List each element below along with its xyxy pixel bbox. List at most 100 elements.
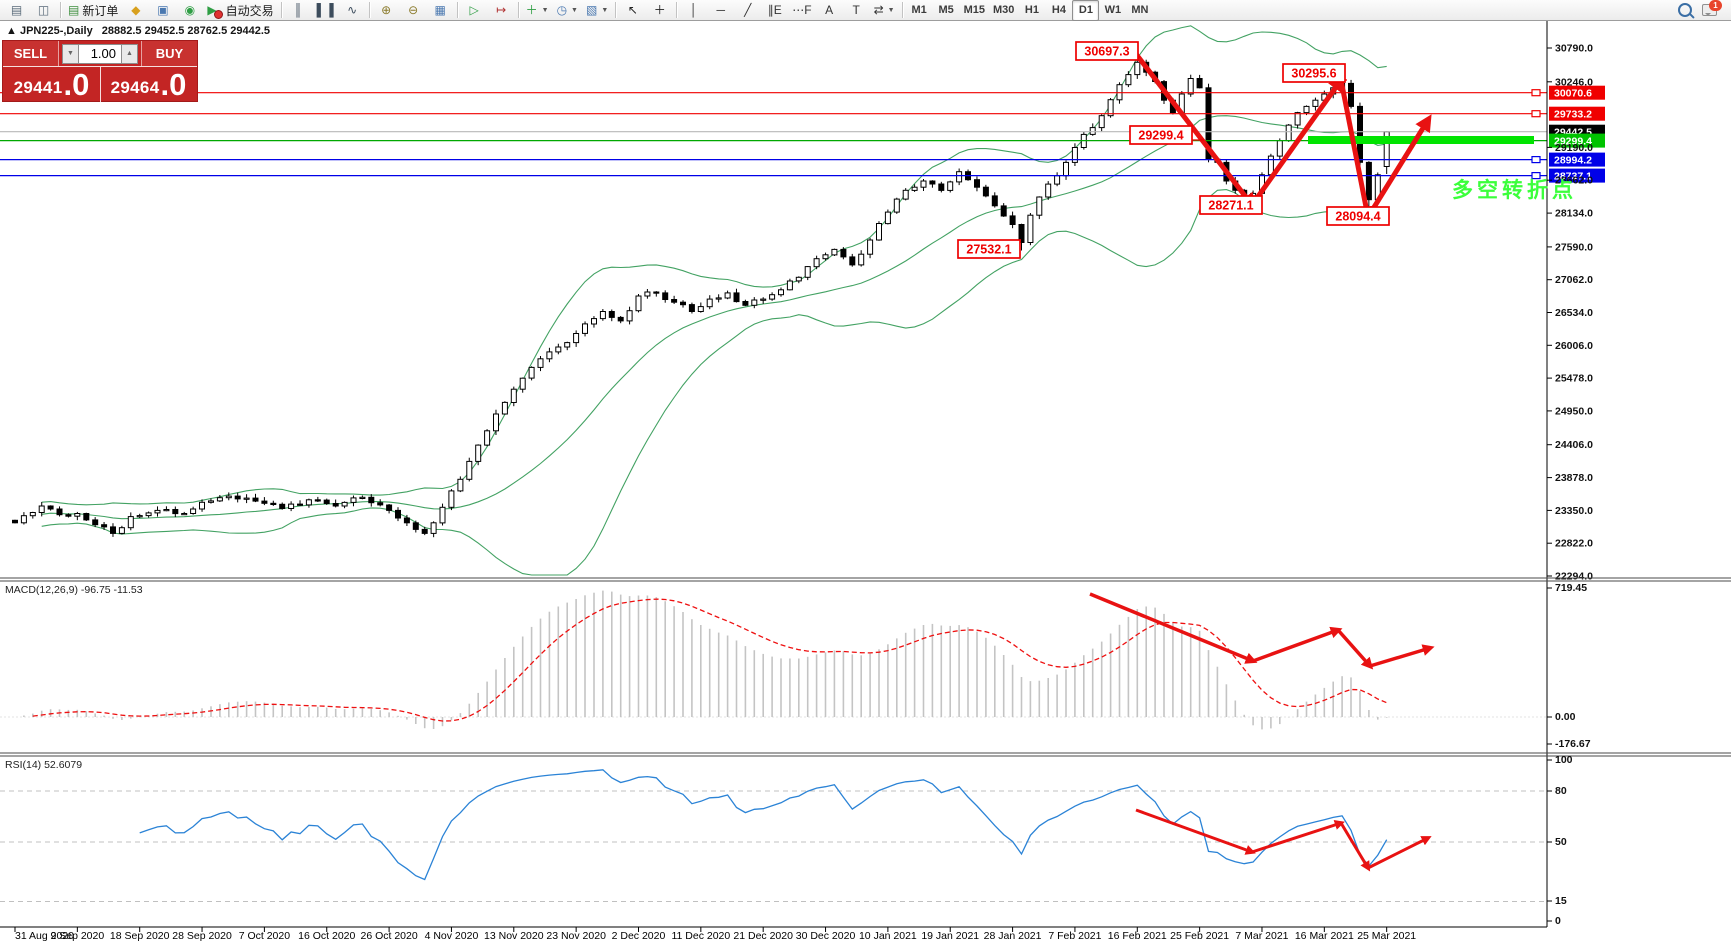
line-handle[interactable] [1531,110,1541,118]
timeframe-m30-button[interactable]: M30 [989,0,1018,21]
support-line-28994[interactable]: 28994.2 [0,152,1605,167]
candle-body [893,198,900,213]
candle-body [74,513,81,517]
price-axis-tick: 27590.0 [1555,241,1593,253]
resistance-line-30070[interactable]: 30070.6 [0,85,1605,100]
candle-body [448,490,455,508]
candle-body [1089,127,1096,135]
candle-body [261,500,268,504]
candle-body [706,298,713,308]
candle-body [742,301,749,306]
toolbar-separator [517,2,519,18]
candle-body [127,516,134,529]
buy-button[interactable]: BUY [141,41,197,66]
line-chart-button[interactable]: ∿ [339,0,366,21]
tile-windows-button[interactable]: ▦ [427,0,454,21]
price-axis-tick: 26006.0 [1555,340,1593,352]
market-button[interactable]: ◉ [176,0,203,21]
volume-decrease-button[interactable]: ▼ [62,43,79,64]
price-callout[interactable]: 28271.1 [1199,195,1263,215]
timeframe-h4-button[interactable]: H4 [1045,0,1072,21]
new-order-button[interactable]: ▤ 新订单 [64,0,122,21]
candle-body [760,298,767,301]
timeframe-w1-button[interactable]: W1 [1099,0,1126,21]
alert-icon: ◆ [131,3,141,17]
timeframe-m1-button-label: M1 [911,4,927,16]
candle-body [1285,124,1292,142]
horizontal-line-button[interactable]: ─ [707,0,734,21]
chart-shift-button[interactable]: ↦ [488,0,515,21]
timeframe-m15-button[interactable]: M15 [960,0,989,21]
time-axis-label: 13 Nov 2020 [484,930,544,942]
sell-price[interactable]: 29441 .0 [3,67,100,102]
volume-increase-button[interactable]: ▲ [121,43,138,64]
add-indicator-icon: ＋ [525,3,538,17]
crosshair-button[interactable]: ＋ [646,0,673,21]
periods-button[interactable]: ◷ ▼ [553,0,582,21]
support-line-28737[interactable]: 28737.1 [0,168,1605,183]
shapes-button[interactable]: ⇄ ▼ [870,0,899,21]
zoom-in-button[interactable]: ⊕ [373,0,400,21]
trendline-button[interactable]: ╱ [734,0,761,21]
resistance-line-29733[interactable]: 29733.2 [0,106,1605,121]
candle-body [920,180,927,188]
autoscroll-button[interactable]: ▷ [461,0,488,21]
bar-chart-button[interactable]: ║ [285,0,312,21]
line-handle[interactable] [1531,172,1541,180]
time-axis-label: 7 Oct 2020 [239,930,291,942]
vertical-line-button[interactable]: │ [680,0,707,21]
cursor-button[interactable]: ↖ [619,0,646,21]
candle-body [599,311,606,320]
trend-arrows-rsi[interactable] [1135,808,1432,872]
price-tag-label: 28737.1 [1554,171,1592,183]
text-label-button[interactable]: T [843,0,870,21]
search-icon[interactable] [1678,3,1692,17]
equidistant-channel-button[interactable]: ∥E [761,0,788,21]
indicators-button[interactable]: ＋ ▼ [522,0,553,21]
trend-arrows-price[interactable] [1134,52,1432,224]
horizontal-lines: 30070.629733.229442.529299.428994.228737… [0,85,1605,183]
chart-shift-icon: ↦ [496,3,507,17]
line-handle[interactable] [1531,89,1541,97]
candlestick-chart-button[interactable]: ▌▐ [312,0,339,21]
rsi-axis-tick: 50 [1555,836,1567,848]
text-button[interactable]: A [816,0,843,21]
chat-button[interactable]: 1 [1702,0,1722,18]
chart-profiles-button[interactable]: ◫ [30,0,57,21]
new-order-button-label: 新订单 [82,3,119,18]
volume-input[interactable]: 1.00 [79,43,121,64]
buy-price[interactable]: 29464 .0 [100,67,197,102]
price-callout[interactable]: 28094.4 [1326,206,1390,226]
price-callout[interactable]: 29299.4 [1129,125,1204,145]
buy-price-decimal: .0 [160,67,187,102]
timeframe-m5-button[interactable]: M5 [933,0,960,21]
time-axis-label: 11 Dec 2020 [671,930,730,942]
zoom-out-button[interactable]: ⊖ [400,0,427,21]
timeframe-m15-button-label: M15 [963,4,986,16]
timeframe-d1-button[interactable]: D1 [1072,0,1100,21]
macd-histogram [0,590,1547,730]
sell-button[interactable]: SELL [3,41,59,66]
pivot-line-29299[interactable]: 29299.4 [0,133,1605,148]
candle-body [181,513,188,516]
fibonacci-button[interactable]: ⋯F [788,0,815,21]
candle-body [1063,161,1069,177]
timeframe-mn-button[interactable]: MN [1126,0,1153,21]
metaeditor-button[interactable]: ▣ [149,0,176,21]
price-callout[interactable]: 30697.3 [1075,41,1140,61]
support-zone-bar[interactable] [1308,136,1534,144]
new-chart-button[interactable]: ▤ [3,0,30,21]
timeframe-h1-button[interactable]: H1 [1018,0,1045,21]
line-handle[interactable] [1531,156,1541,164]
price-tag-label: 28994.2 [1554,155,1592,167]
templates-button[interactable]: ▧ ▼ [582,0,612,21]
price-callout[interactable]: 30295.6 [1282,63,1347,83]
trend-arrows-macd[interactable] [1089,592,1435,670]
autotrading-button[interactable]: ▶ 自动交易 [203,0,277,21]
collapse-arrow-icon[interactable]: ▲ [6,25,17,37]
alerts-button[interactable]: ◆ [122,0,149,21]
turning-point-note[interactable]: 多空转折点 [1452,178,1577,202]
price-callout[interactable]: 27532.1 [957,239,1021,259]
timeframe-m1-button[interactable]: M1 [906,0,933,21]
one-click-trading-panel: SELL ▼ 1.00 ▲ BUY 29441 .0 29464 .0 [3,41,197,102]
